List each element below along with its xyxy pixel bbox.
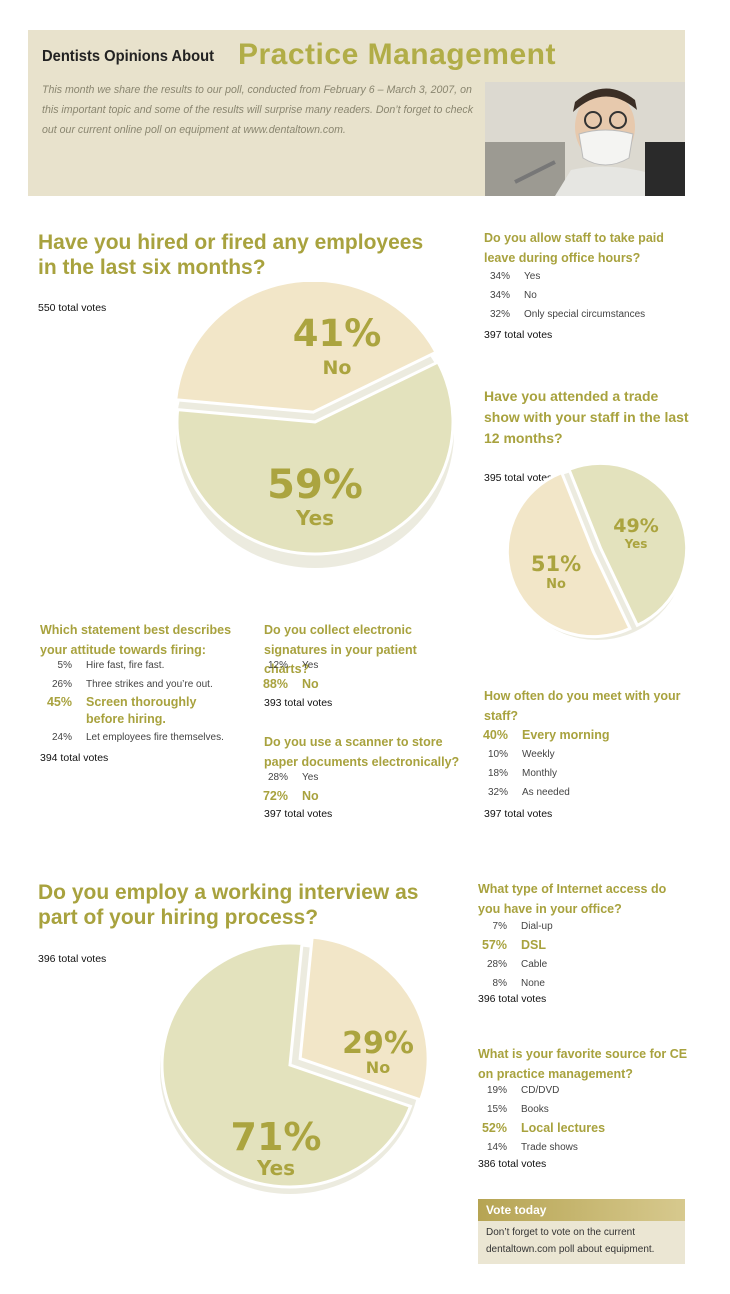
- poll-option: 18% Monthly: [487, 768, 558, 779]
- poll-option: 5% Hire fast, fire fast.: [57, 660, 165, 671]
- poll-option: 28% Cable: [486, 959, 548, 970]
- header-title-big: Practice Management: [238, 38, 556, 71]
- pie2-question: Have you attended a trade show with your…: [484, 388, 689, 446]
- signatures-total-votes: 393 total votes: [264, 697, 333, 709]
- poll-option: 10% Weekly: [487, 749, 555, 760]
- pie-slice-no: [298, 935, 430, 1102]
- poll-option-highlight: 52% Local lectures: [481, 1121, 606, 1135]
- pie-slice-yes: [160, 941, 413, 1189]
- ce-source-options: 19% CD/DVD 15% Books 52% Local lectures 14%…: [475, 1081, 605, 1157]
- poll-option: 28% Yes: [267, 772, 319, 783]
- vote-today-text: Don’t forget to vote on the current dent…: [486, 1227, 655, 1255]
- meet-staff-question: How often do you meet with your staff?: [484, 689, 681, 723]
- poll-option: 8% None: [492, 978, 545, 989]
- poll-option-highlight: 88% No: [262, 677, 319, 691]
- poll-option: 32% Only special circumstances: [489, 309, 646, 320]
- pie3-label-yes: Yes: [256, 1156, 295, 1180]
- poll-option: 14% Trade shows: [486, 1142, 578, 1153]
- pie1-total-votes: 550 total votes: [38, 302, 107, 314]
- meet-staff-options: 40% Every morning 10% Weekly 18% Monthly 32…: [476, 726, 610, 802]
- pie1-label-yes: Yes: [295, 506, 334, 530]
- paid-leave-question: Do you allow staff to take paid leave du…: [484, 231, 664, 265]
- pie3-question: Do you employ a working interview as par…: [38, 881, 419, 929]
- poll-option: 15% Books: [486, 1104, 549, 1115]
- pie2-label-yes: Yes: [624, 537, 648, 551]
- pie-slice-no: [174, 282, 439, 414]
- poll-option-highlight: 40% Every morning: [482, 728, 610, 742]
- ce-source-total-votes: 386 total votes: [478, 1158, 547, 1170]
- pie3-label-no-pct: 29%: [342, 1026, 414, 1061]
- pie1-chart: 41% No 59% Yes: [174, 282, 455, 568]
- header-title-small: Dentists Opinions About: [42, 48, 214, 65]
- paid-leave-options: 34% Yes 34% No 32% Only special circumstanc…: [478, 267, 645, 324]
- paid-leave-total-votes: 397 total votes: [484, 329, 553, 341]
- pie1-label-yes-pct: 59%: [267, 462, 363, 508]
- ce-source-question: What is your favorite source for CE on p…: [478, 1047, 688, 1081]
- vote-today-title: Vote today: [486, 1203, 547, 1217]
- internet-options: 7% Dial-up 57% DSL 28% Cable 8% None: [475, 917, 553, 993]
- pie2-total-votes: 395 total votes: [484, 472, 553, 484]
- firing-total-votes: 394 total votes: [40, 752, 109, 764]
- pie-slice-yes: [567, 462, 689, 628]
- signatures-options: 12% Yes 88% No: [256, 656, 319, 694]
- vote-today-header: [478, 1199, 685, 1221]
- signatures-question: Do you collect electronic signatures in …: [264, 623, 417, 676]
- pie1-label-no: No: [323, 357, 352, 379]
- poll-option: 24% Let employees fire themselves.: [51, 732, 224, 743]
- poll-option: 12% Yes: [267, 660, 319, 671]
- scanner-total-votes: 397 total votes: [264, 808, 333, 820]
- poll-option: 7% Dial-up: [492, 921, 553, 932]
- scanner-options: 28% Yes 72% No: [256, 768, 319, 806]
- dentist-photo: [485, 82, 685, 196]
- poll-option: 34% No: [489, 290, 537, 301]
- poll-option: 19% CD/DVD: [486, 1085, 560, 1096]
- pie3-total-votes: 396 total votes: [38, 953, 107, 965]
- internet-total-votes: 396 total votes: [478, 993, 547, 1005]
- internet-question: What type of Internet access do you have…: [478, 882, 667, 916]
- firing-options: 5% Hire fast, fire fast. 26% Three strikes…: [40, 656, 224, 747]
- pie2-label-no: No: [546, 577, 566, 592]
- pie1-question: Have you hired or fired any employees in…: [38, 231, 424, 279]
- poll-option-highlight: 45% Screen thoroughly before hiring.: [46, 695, 197, 726]
- pie-slice-yes: [175, 360, 455, 556]
- pie-slice-no: [505, 470, 632, 639]
- scanner-question: Do you use a scanner to store paper docu…: [264, 735, 460, 769]
- header-intro: This month we share the results to our p…: [42, 84, 474, 136]
- pie2-label-no-pct: 51%: [531, 552, 581, 576]
- pie3-label-yes-pct: 71%: [231, 1115, 322, 1159]
- poll-option: 32% As needed: [487, 787, 570, 798]
- pie3-label-no: No: [366, 1058, 390, 1077]
- pie1-label-no-pct: 41%: [293, 312, 382, 355]
- poll-option: 26% Three strikes and you’re out.: [51, 679, 213, 690]
- pie2-label-yes-pct: 49%: [613, 515, 658, 537]
- pie2-chart: 49% Yes 51% No: [505, 462, 689, 640]
- pie3-chart: 29% No 71% Yes: [160, 935, 430, 1194]
- meet-staff-total-votes: 397 total votes: [484, 808, 553, 820]
- poll-option-highlight: 72% No: [262, 789, 319, 803]
- firing-question: Which statement best describes your atti…: [40, 623, 232, 657]
- poll-option-highlight: 57% DSL: [481, 938, 546, 952]
- poll-option: 34% Yes: [489, 271, 541, 282]
